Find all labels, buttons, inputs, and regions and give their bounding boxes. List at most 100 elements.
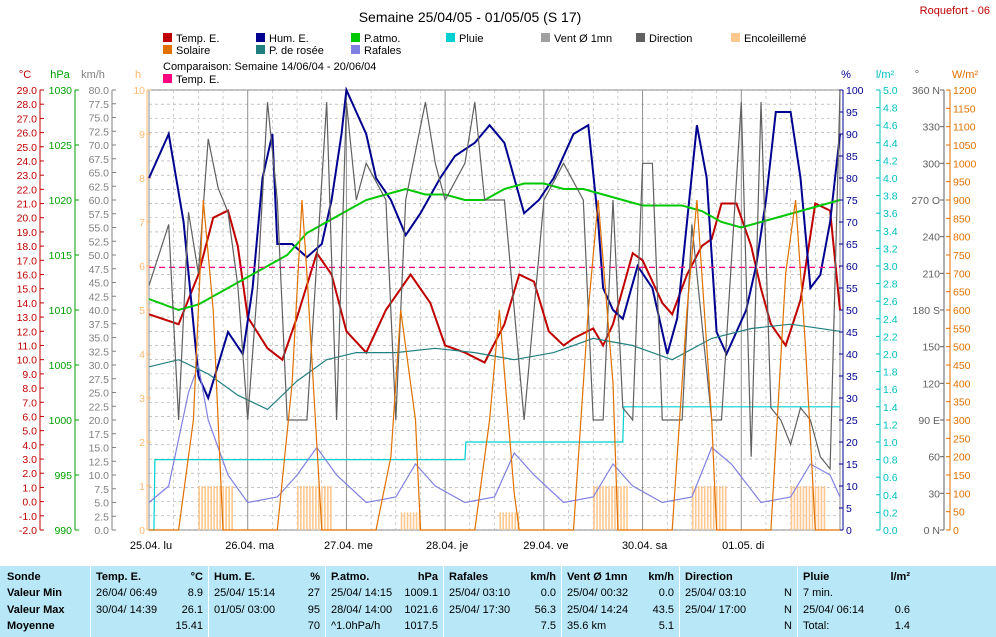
day-label: 25.04. lu xyxy=(130,540,172,552)
temp-tick-label: 21.0 xyxy=(17,199,38,211)
rain-tick-label: 3.8 xyxy=(883,191,898,203)
stats-column: Rafales km/h 25/04/ 03:10 0.0 25/04/ 17:30 56… xyxy=(443,566,562,637)
stats-value: 26.1 xyxy=(181,604,203,616)
sunshine-bar xyxy=(703,486,706,530)
temp-tick-label: 6.0 xyxy=(22,411,37,423)
stats-column-head: P.atmo. xyxy=(331,571,370,583)
legend-label: Temp. E. xyxy=(176,33,219,45)
sunshine-bar xyxy=(602,486,604,530)
sunshine-bar xyxy=(415,512,418,530)
solar-tick-label: 150 xyxy=(953,470,971,482)
wind-tick-label: 57.5 xyxy=(89,209,110,221)
temp-tick-label: 9.0 xyxy=(22,369,37,381)
sunshine-bar xyxy=(805,486,808,530)
sunshine-bar xyxy=(300,486,302,530)
solar-tick-label: 650 xyxy=(953,287,971,299)
stats-column: Pluie l/m² 7 min. 25/04/ 06:14 0.6 Total: 1.4 xyxy=(797,566,916,637)
solar-tick-label: 300 xyxy=(953,415,971,427)
legend-swatch xyxy=(163,45,172,54)
direction-tick-label: 210 xyxy=(922,268,940,280)
stats-time: 25/04/ 03:10 xyxy=(449,587,511,599)
solar-tick-label: 950 xyxy=(953,177,971,189)
solar-tick-label: 200 xyxy=(953,452,971,464)
stats-value: 70 xyxy=(307,620,320,632)
sun-tick-label: 3 xyxy=(139,393,145,405)
sunshine-bar xyxy=(327,486,329,530)
wind-tick-label: 37.5 xyxy=(89,319,110,331)
legend-label: Pluie xyxy=(459,33,483,45)
legend-label: P. de rosée xyxy=(269,45,324,57)
direction-tick-label: 0 N xyxy=(924,525,940,537)
solar-tick-label: 800 xyxy=(953,232,971,244)
stats-column-unit: km/h xyxy=(530,571,556,583)
rain-tick-label: 1.0 xyxy=(883,437,898,449)
temp-tick-label: 19.0 xyxy=(17,227,38,239)
wind-tick-label: 0.0 xyxy=(94,525,109,537)
stats-label-min: Valeur Min xyxy=(7,587,63,599)
humidity-tick-label: 75 xyxy=(846,195,858,207)
stats-value: 1009.1 xyxy=(404,587,438,599)
chart-title: Semaine 25/04/05 - 01/05/05 (S 17) xyxy=(359,9,582,25)
legend-swatch xyxy=(636,33,645,42)
series-temp-e-0 xyxy=(148,202,841,364)
sunshine-bar xyxy=(599,486,601,530)
temp-tick-label: 16.0 xyxy=(17,270,38,282)
wind-tick-label: 22.5 xyxy=(89,401,110,413)
sunshine-bar xyxy=(706,486,709,530)
humidity-tick-label: 25 xyxy=(846,415,858,427)
stats-value: 56.3 xyxy=(534,604,556,616)
wind-tick-label: 42.5 xyxy=(89,291,110,303)
sunshine-bar xyxy=(811,486,814,530)
rain-tick-label: 1.4 xyxy=(883,402,898,414)
sunshine-bar xyxy=(799,486,802,530)
rain-tick-label: 4.0 xyxy=(883,173,898,185)
day-label: 29.04. ve xyxy=(523,540,568,552)
sunshine-bar xyxy=(502,512,505,530)
sunshine-bar xyxy=(511,512,514,530)
sunshine-bar xyxy=(412,512,415,530)
stats-column: Direction 25/04/ 03:10 N 25/04/ 17:00 N N xyxy=(679,566,798,637)
sunshine-bar xyxy=(712,486,715,530)
stats-value: 7.5 xyxy=(540,620,556,632)
stats-column: Temp. E. °C 26/04/ 06:49 8.9 30/04/ 14:39 26.… xyxy=(90,566,209,637)
temp-tick-label: 0.0 xyxy=(22,497,37,509)
sunshine-bar xyxy=(406,512,409,530)
wind-tick-label: 62.5 xyxy=(89,181,110,193)
sunshine-bar xyxy=(505,512,508,530)
day-label: 26.04. ma xyxy=(225,540,275,552)
temp-tick-label: 4.0 xyxy=(22,440,37,452)
stats-time: 25/04/ 17:00 xyxy=(685,604,747,616)
rain-tick-label: 0.4 xyxy=(883,490,898,502)
temp-tick-label: 27.0 xyxy=(17,113,38,125)
pressure-tick-label: 1020 xyxy=(49,195,73,207)
legend-swatch xyxy=(163,33,172,42)
rain-tick-label: 1.2 xyxy=(883,419,898,431)
temp-tick-label: 15.0 xyxy=(17,284,38,296)
wind-tick-label: 30.0 xyxy=(89,360,110,372)
rain-tick-label: 1.6 xyxy=(883,384,898,396)
solar-tick-label: 1100 xyxy=(953,122,976,134)
wind-tick-label: 65.0 xyxy=(89,168,110,180)
legend-swatch xyxy=(351,33,360,42)
temp-tick-label: 5.0 xyxy=(22,426,37,438)
stats-column-unit: hPa xyxy=(417,571,438,583)
sunshine-bar xyxy=(210,486,212,530)
sunshine-bar xyxy=(306,486,308,530)
temp-tick-label: 26.0 xyxy=(17,128,38,140)
sunshine-bar xyxy=(216,486,218,530)
legend-swatch xyxy=(163,74,172,83)
unit-rain: l/m² xyxy=(876,69,895,81)
temp-tick-label: 12.0 xyxy=(17,326,38,338)
stats-value: N xyxy=(784,587,792,599)
sunshine-bar xyxy=(309,486,311,530)
humidity-tick-label: 30 xyxy=(846,393,858,405)
stats-column-unit: % xyxy=(310,571,320,583)
stats-column: Vent Ø 1mn km/h 25/04/ 00:32 0.0 25/04/ 14:2… xyxy=(561,566,680,637)
sunshine-bar xyxy=(620,486,622,530)
sun-tick-label: 8 xyxy=(139,173,145,185)
humidity-tick-label: 60 xyxy=(846,261,858,273)
series-rafales-4 xyxy=(148,362,841,504)
stats-value: 27 xyxy=(307,587,320,599)
humidity-tick-label: 45 xyxy=(846,327,858,339)
humidity-tick-label: 10 xyxy=(846,481,858,493)
